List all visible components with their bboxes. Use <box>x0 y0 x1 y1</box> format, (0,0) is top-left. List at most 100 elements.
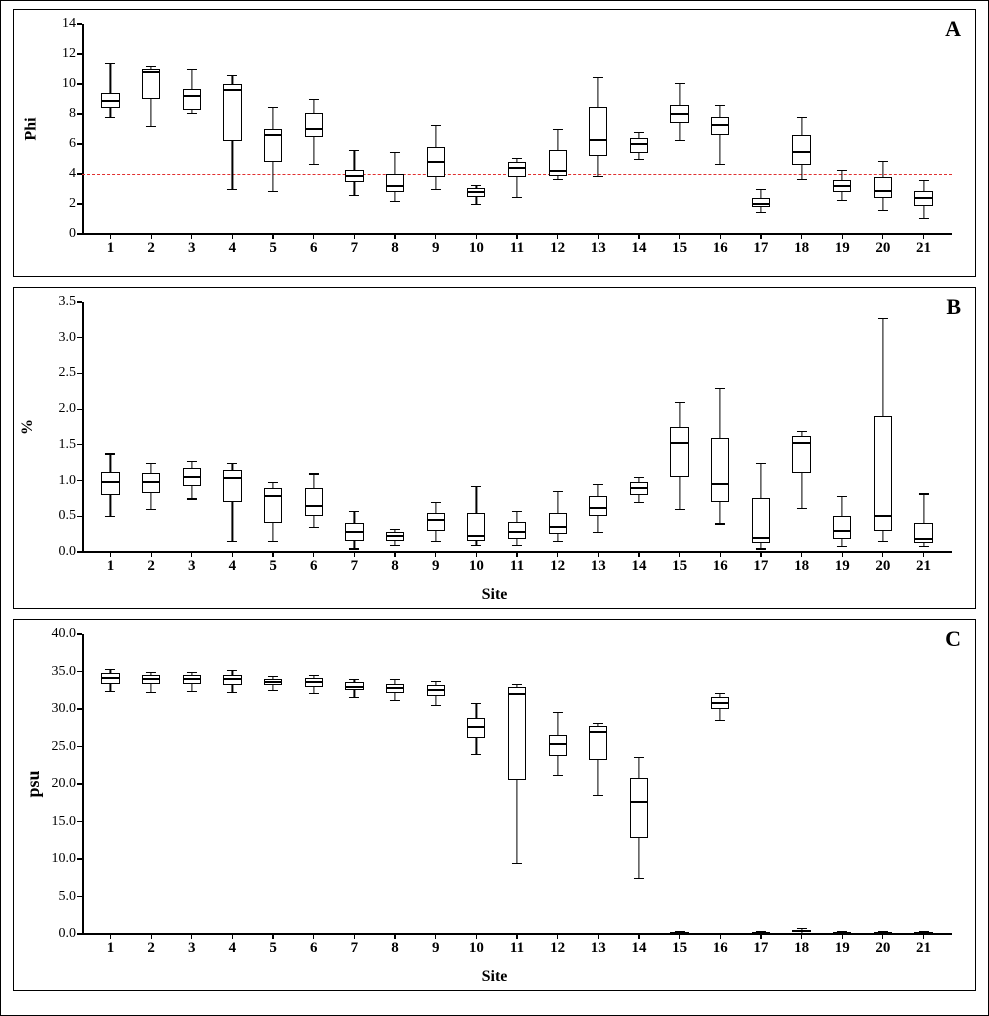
xtick-label: 12 <box>550 552 565 575</box>
median-line <box>467 191 485 193</box>
whisker-cap-upper <box>431 502 441 503</box>
median-line <box>752 932 770 934</box>
xtick-label: 10 <box>469 934 484 957</box>
median-line <box>142 481 160 483</box>
median-line <box>914 197 932 199</box>
whisker-lower <box>720 709 721 720</box>
whisker-lower <box>882 198 883 210</box>
whisker-upper <box>882 161 883 178</box>
xtick-label: 7 <box>351 552 359 575</box>
xtick-label: 10 <box>469 552 484 575</box>
whisker-upper <box>394 152 395 175</box>
median-line <box>589 139 607 141</box>
whisker-cap-upper <box>309 675 319 676</box>
boxplot-item <box>101 24 119 234</box>
median-line <box>345 686 363 688</box>
whisker-cap-upper <box>390 529 400 530</box>
whisker-upper <box>191 69 192 89</box>
xtick-label: 8 <box>391 552 399 575</box>
boxplot-item <box>914 24 932 234</box>
xtick-label: 14 <box>631 934 646 957</box>
xtick-label: 12 <box>550 234 565 257</box>
whisker-cap-lower <box>634 159 644 160</box>
whisker-upper <box>598 77 599 107</box>
whisker-cap-lower <box>227 189 237 190</box>
whisker-cap-lower <box>349 195 359 196</box>
whisker-cap-lower <box>675 509 685 510</box>
median-line <box>305 505 323 507</box>
whisker-cap-upper <box>634 757 644 758</box>
box <box>711 117 729 135</box>
median-line <box>386 185 404 187</box>
median-line <box>711 483 729 485</box>
boxplot-item <box>589 302 607 552</box>
boxplot-item <box>874 634 892 934</box>
whisker-cap-lower <box>553 179 563 180</box>
whisker-cap-upper <box>593 723 603 724</box>
median-line <box>305 681 323 683</box>
xtick-label: 13 <box>591 934 606 957</box>
whisker-cap-upper <box>146 672 156 673</box>
boxplot-item <box>549 24 567 234</box>
median-line <box>386 687 404 689</box>
whisker-lower <box>801 473 802 507</box>
whisker-cap-lower <box>431 541 441 542</box>
box <box>508 687 526 781</box>
whisker-cap-upper <box>268 107 278 108</box>
whisker-cap-upper <box>105 453 115 454</box>
y-axis-label: psu <box>23 770 44 797</box>
boxplot-item <box>752 302 770 552</box>
whisker-upper <box>923 493 924 523</box>
box <box>833 516 851 539</box>
median-line <box>752 537 770 539</box>
whisker-cap-upper <box>309 473 319 474</box>
median-line <box>223 678 241 680</box>
whisker-cap-lower <box>675 140 685 141</box>
xtick-label: 7 <box>351 234 359 257</box>
box <box>142 69 160 99</box>
whisker-cap-upper <box>512 511 522 512</box>
whisker-cap-lower <box>349 548 359 549</box>
xtick-label: 6 <box>310 934 318 957</box>
whisker-cap-lower <box>268 541 278 542</box>
whisker-lower <box>110 108 111 117</box>
whisker-lower <box>191 684 192 691</box>
boxplot-item <box>386 24 404 234</box>
ytick-label: 4 <box>69 166 82 182</box>
whisker-cap-lower <box>268 191 278 192</box>
whisker-upper <box>272 107 273 130</box>
xtick-label: 20 <box>875 552 890 575</box>
whisker-lower <box>435 531 436 542</box>
xtick-label: 10 <box>469 234 484 257</box>
xtick-label: 14 <box>631 552 646 575</box>
whisker-cap-upper <box>390 679 400 680</box>
ytick-label: 2.5 <box>59 365 83 381</box>
whisker-cap-upper <box>471 703 481 704</box>
figure-page: { "page":{"width":989,"height":1016,"bor… <box>0 0 989 1016</box>
whisker-upper <box>354 511 355 524</box>
box <box>101 472 119 495</box>
whisker-lower <box>232 502 233 541</box>
ytick-label: 1.0 <box>59 473 83 489</box>
boxplot-item <box>670 24 688 234</box>
median-line <box>670 442 688 444</box>
whisker-cap-lower <box>390 545 400 546</box>
xtick-label: 13 <box>591 552 606 575</box>
whisker-cap-upper <box>634 477 644 478</box>
boxplot-item <box>223 24 241 234</box>
median-line <box>427 519 445 521</box>
xtick-label: 18 <box>794 934 809 957</box>
whisker-cap-lower <box>553 541 563 542</box>
whisker-cap-upper <box>837 496 847 497</box>
whisker-upper <box>557 129 558 150</box>
median-line <box>589 507 607 509</box>
whisker-cap-lower <box>105 691 115 692</box>
whisker-cap-upper <box>471 185 481 186</box>
boxplot-item <box>467 24 485 234</box>
xtick-label: 4 <box>229 552 237 575</box>
whisker-cap-upper <box>187 461 197 462</box>
median-line <box>305 128 323 130</box>
whisker-cap-upper <box>553 491 563 492</box>
boxplot-item <box>386 634 404 934</box>
whisker-cap-lower <box>797 179 807 180</box>
